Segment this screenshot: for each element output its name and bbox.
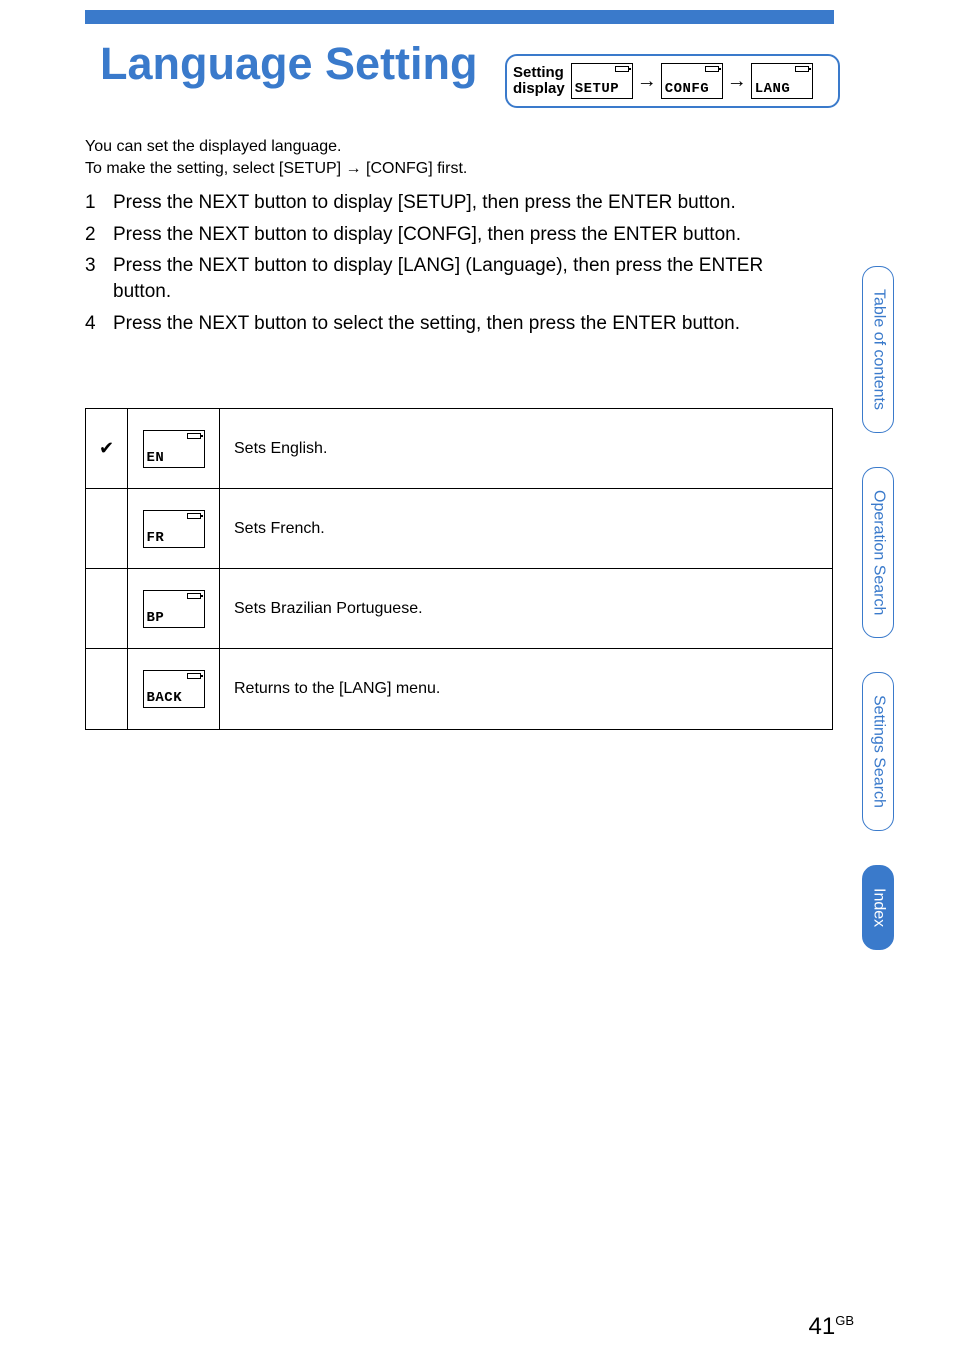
tab-operation-search[interactable]: Operation Search: [862, 467, 894, 638]
icon-cell: BACK: [128, 649, 220, 729]
battery-icon: [187, 673, 201, 679]
step-text: Press the NEXT button to display [LANG] …: [113, 253, 824, 304]
setting-display-label: Settingdisplay: [513, 65, 565, 98]
step-text: Press the NEXT button to display [CONFG]…: [113, 222, 741, 248]
step-number: 4: [85, 311, 113, 337]
header-bar: [85, 10, 834, 24]
setting-display-panel: Settingdisplay SETUP → CONFG → LANG: [505, 54, 840, 108]
icon-cell: EN: [128, 409, 220, 488]
step-text: Press the NEXT button to display [SETUP]…: [113, 190, 736, 216]
battery-icon: [795, 66, 809, 72]
lcd-screen-option: FR: [143, 510, 205, 548]
check-cell: [86, 569, 128, 648]
table-row: BP Sets Brazilian Portuguese.: [86, 569, 832, 649]
lcd-text: FR: [147, 531, 201, 545]
page-number: 41GB: [809, 1313, 855, 1341]
description-cell: Sets English.: [220, 409, 832, 488]
battery-icon: [615, 66, 629, 72]
table-row: FR Sets French.: [86, 489, 832, 569]
intro-text: You can set the displayed language. To m…: [85, 136, 467, 179]
lcd-text: BP: [147, 611, 201, 625]
step-text: Press the NEXT button to select the sett…: [113, 311, 740, 337]
check-cell: ✔: [86, 409, 128, 488]
description-cell: Sets French.: [220, 489, 832, 568]
tab-index[interactable]: Index: [862, 865, 894, 950]
lcd-screen-setup: SETUP: [571, 63, 633, 99]
lcd-screen-option: EN: [143, 430, 205, 468]
arrow-icon: →: [727, 70, 747, 93]
step-item: 2 Press the NEXT button to display [CONF…: [85, 222, 824, 248]
side-navigation: Table of contents Operation Search Setti…: [862, 266, 926, 984]
icon-cell: BP: [128, 569, 220, 648]
step-number: 2: [85, 222, 113, 248]
description-cell: Returns to the [LANG] menu.: [220, 649, 832, 729]
step-number: 1: [85, 190, 113, 216]
check-icon: ✔: [99, 438, 114, 459]
steps-list: 1 Press the NEXT button to display [SETU…: [85, 190, 824, 342]
page-number-suffix: GB: [835, 1313, 854, 1328]
step-item: 4 Press the NEXT button to select the se…: [85, 311, 824, 337]
lcd-text: LANG: [755, 82, 809, 96]
battery-icon: [187, 593, 201, 599]
battery-icon: [705, 66, 719, 72]
tab-table-of-contents[interactable]: Table of contents: [862, 266, 894, 433]
lcd-screen-lang: LANG: [751, 63, 813, 99]
check-cell: [86, 489, 128, 568]
intro-line: To make the setting, select [SETUP] → [C…: [85, 158, 467, 180]
lcd-text: EN: [147, 451, 201, 465]
page-number-value: 41: [809, 1313, 836, 1340]
step-item: 3 Press the NEXT button to display [LANG…: [85, 253, 824, 304]
table-row: ✔ EN Sets English.: [86, 409, 832, 489]
table-row: BACK Returns to the [LANG] menu.: [86, 649, 832, 729]
lcd-text: CONFG: [665, 82, 719, 96]
battery-icon: [187, 433, 201, 439]
icon-cell: FR: [128, 489, 220, 568]
arrow-icon: →: [637, 70, 657, 93]
page-title: Language Setting: [100, 38, 478, 90]
lcd-text: BACK: [147, 691, 201, 705]
check-cell: [86, 649, 128, 729]
lcd-screen-option: BP: [143, 590, 205, 628]
lcd-text: SETUP: [575, 82, 629, 96]
description-cell: Sets Brazilian Portuguese.: [220, 569, 832, 648]
step-item: 1 Press the NEXT button to display [SETU…: [85, 190, 824, 216]
lcd-screen-confg: CONFG: [661, 63, 723, 99]
step-number: 3: [85, 253, 113, 304]
lcd-screen-option: BACK: [143, 670, 205, 708]
intro-line: You can set the displayed language.: [85, 136, 467, 158]
tab-settings-search[interactable]: Settings Search: [862, 672, 894, 831]
options-table: ✔ EN Sets English. FR Sets French. BP Se…: [85, 408, 833, 730]
battery-icon: [187, 513, 201, 519]
